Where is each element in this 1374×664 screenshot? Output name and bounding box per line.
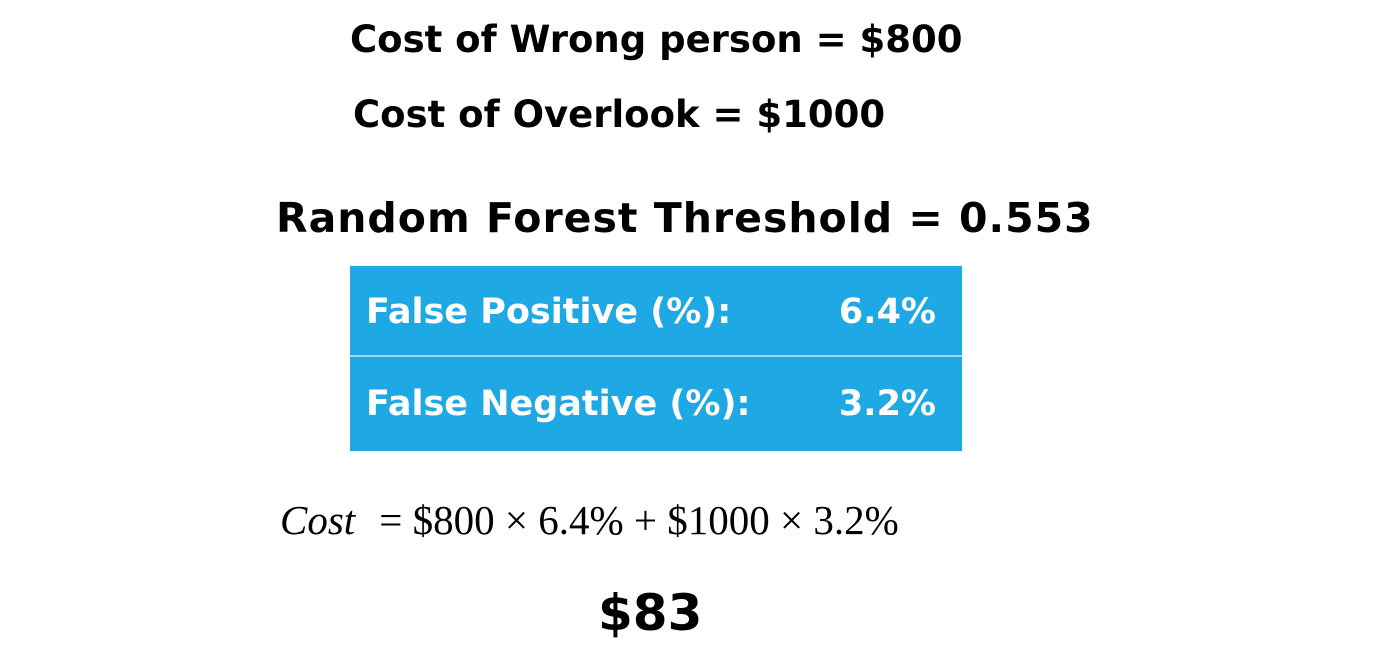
threshold-heading: Random Forest Threshold = 0.553 <box>276 194 1094 242</box>
formula-expression: = $800 × 6.4% + $1000 × 3.2% <box>379 497 899 543</box>
row-divider <box>350 355 962 357</box>
error-rates-table: False Positive (%): 6.4% False Negative … <box>350 266 962 451</box>
false-negative-row: False Negative (%): 3.2% <box>350 358 962 448</box>
formula-variable: Cost <box>280 497 356 543</box>
false-positive-value: 6.4% <box>838 292 936 332</box>
cost-formula: Cost = $800 × 6.4% + $1000 × 3.2% <box>280 496 899 544</box>
false-negative-value: 3.2% <box>838 384 936 424</box>
total-cost-result: $83 <box>598 584 703 642</box>
false-positive-row: False Positive (%): 6.4% <box>350 266 962 357</box>
cost-of-overlook-text: Cost of Overlook = $1000 <box>353 93 886 136</box>
false-positive-label: False Positive (%): <box>366 292 732 332</box>
false-negative-label: False Negative (%): <box>366 384 751 424</box>
cost-of-wrong-person-text: Cost of Wrong person = $800 <box>350 18 963 61</box>
